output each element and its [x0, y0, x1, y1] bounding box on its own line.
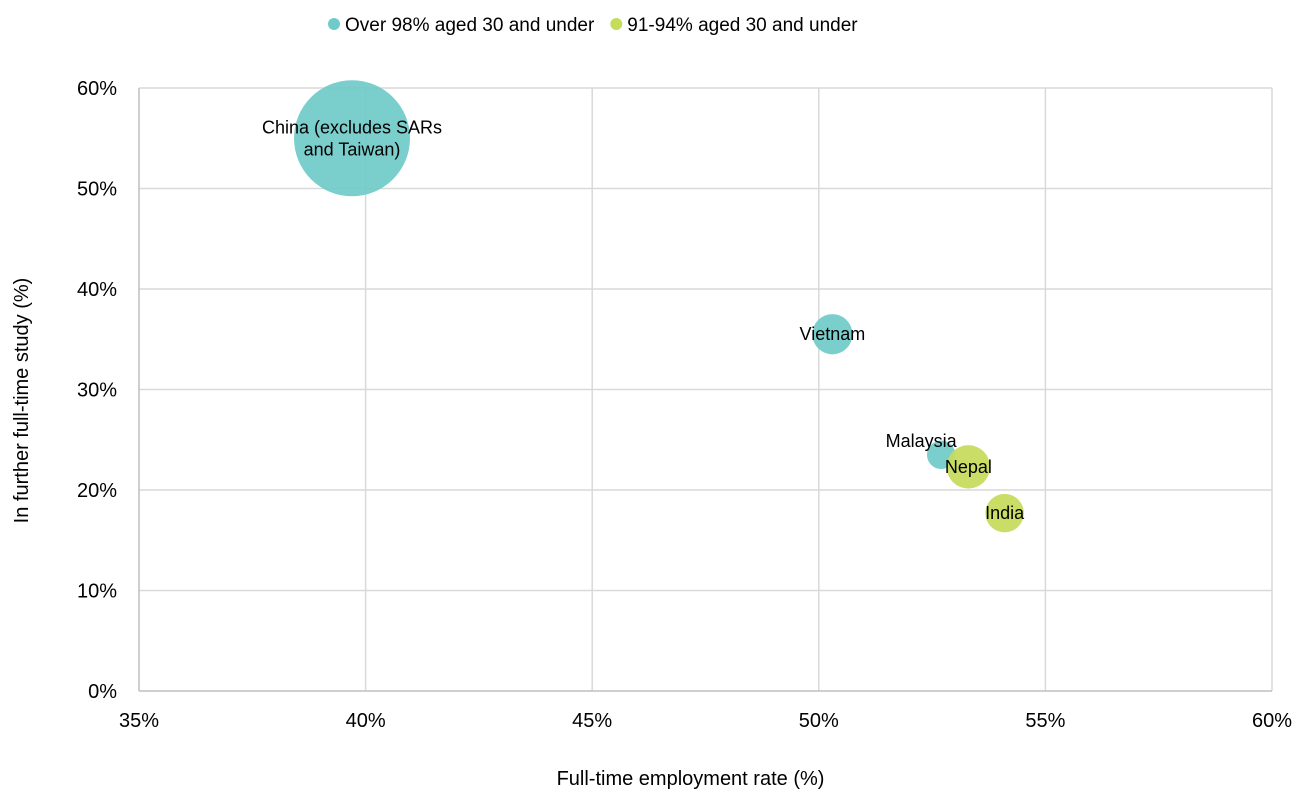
legend: Over 98% aged 30 and under 91-94% aged 30…: [328, 15, 858, 36]
bubble: [946, 445, 991, 489]
x-tick-label: 35%: [119, 710, 159, 732]
y-tick-label: 30%: [77, 380, 117, 402]
y-tick-label: 40%: [77, 279, 117, 301]
x-tick-label: 50%: [799, 710, 839, 732]
bubble-label: Malaysia: [886, 431, 958, 451]
bubble-label: Nepal: [945, 457, 992, 477]
axes: 0% 10% 20% 30% 40% 50% 60% 35% 40% 45% 50% 55% 60%: [77, 78, 1292, 732]
y-tick-label: 50%: [77, 179, 117, 201]
legend-marker: [610, 18, 623, 30]
y-tick-label: 10%: [77, 581, 117, 603]
y-tick-label: 20%: [77, 480, 117, 502]
bubble-label: China (excludes SARs and Taiwan): [262, 117, 442, 159]
bubble-labels: China (excludes SARs and Taiwan) Vietnam Ma…: [262, 117, 1025, 523]
bubble: [294, 80, 411, 197]
bubble: [985, 493, 1024, 533]
bubble-label: India: [985, 503, 1025, 523]
x-tick-label: 60%: [1252, 710, 1292, 732]
y-tick-label: 0%: [88, 681, 117, 703]
bubbles: [294, 80, 1024, 533]
y-tick-label: 60%: [77, 78, 117, 100]
bubble-label: Vietnam: [800, 324, 866, 344]
x-tick-label: 55%: [1025, 710, 1065, 732]
legend-label: Over 98% aged 30 and under: [345, 15, 595, 36]
y-axis-title: In further full-time study (%): [11, 278, 33, 524]
x-tick-label: 40%: [346, 710, 386, 732]
x-tick-label: 45%: [572, 710, 612, 732]
bubble: [812, 314, 853, 355]
x-axis-title: Full-time employment rate (%): [557, 768, 825, 790]
grid-lines: [139, 87, 1273, 691]
legend-label: 91-94% aged 30 and under: [627, 15, 858, 36]
legend-marker: [328, 18, 340, 30]
